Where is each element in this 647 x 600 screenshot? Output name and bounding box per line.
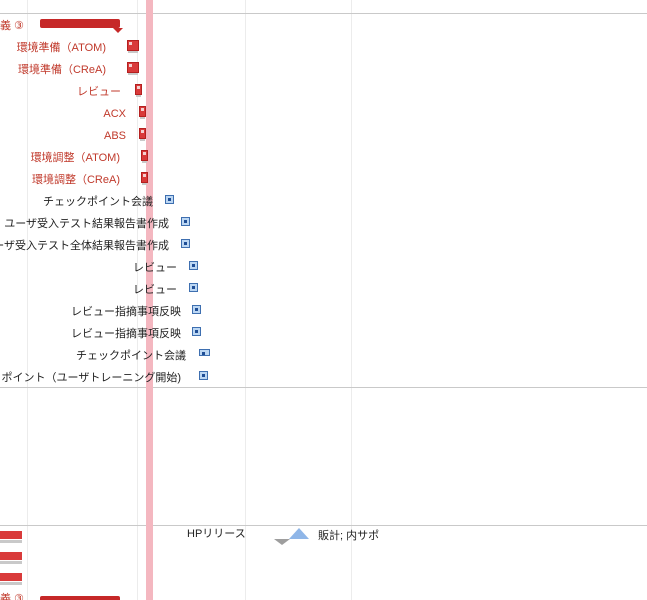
task-label: レビュー — [133, 262, 177, 274]
task-label: ABS — [103, 130, 126, 142]
section-divider — [0, 13, 647, 14]
gantt-row[interactable]: チェックポイント会議 — [0, 347, 647, 369]
gantt-row[interactable]: レビュー — [0, 281, 647, 303]
task-label: 環境調整（CReA) — [31, 174, 120, 186]
task-bar[interactable] — [189, 283, 198, 292]
gantt-row-group[interactable]: 義 ③ — [0, 590, 647, 600]
task-bar[interactable] — [181, 239, 190, 248]
task-bar[interactable] — [181, 217, 190, 226]
gantt-row[interactable]: 環境準備（CReA) — [0, 61, 647, 83]
task-bar[interactable] — [135, 84, 142, 95]
task-bar[interactable] — [141, 172, 148, 183]
summary-bar-end — [113, 28, 123, 33]
task-label: ーザ受入テスト全体結果報告書作成 — [0, 240, 169, 252]
grid-line — [137, 0, 138, 600]
task-label: 環境準備（CReA) — [17, 64, 106, 76]
gantt-row[interactable]: レビュー指摘事項反映 — [0, 325, 647, 347]
gantt-row[interactable]: レビュー指摘事項反映 — [0, 303, 647, 325]
task-bar[interactable] — [189, 261, 198, 270]
task-label: 義 ③ — [0, 593, 24, 600]
gantt-row[interactable]: 環境調整（CReA) — [0, 171, 647, 193]
task-label: ACX — [103, 108, 126, 120]
task-bar[interactable] — [0, 531, 22, 539]
task-bar[interactable] — [199, 371, 208, 380]
task-bar-shadow — [0, 582, 22, 585]
task-bar[interactable] — [199, 349, 210, 356]
gantt-row[interactable]: 環境準備（ATOM) — [0, 39, 647, 61]
task-bar[interactable] — [192, 305, 201, 314]
milestone-note: 販計; 内サポ — [318, 530, 380, 542]
task-label: レビュー指摘事項反映 — [71, 328, 181, 340]
task-label: チェックポイント会議 — [76, 350, 186, 362]
summary-bar[interactable] — [40, 19, 120, 28]
summary-bar[interactable] — [40, 596, 120, 600]
task-label: チェックポイント会議 — [43, 196, 153, 208]
task-label: 環境調整（ATOM) — [30, 152, 120, 164]
task-bar[interactable] — [127, 62, 139, 73]
task-bar[interactable] — [141, 150, 148, 161]
gantt-row[interactable]: ーザ受入テスト全体結果報告書作成 — [0, 237, 647, 259]
grid-line — [245, 0, 246, 600]
grid-line — [351, 0, 352, 600]
task-label: レビュー指摘事項反映 — [71, 306, 181, 318]
task-bar[interactable] — [139, 128, 146, 139]
gantt-row[interactable]: ポイント（ユーザトレーニング開始) — [0, 369, 647, 391]
milestone-marker-down[interactable] — [274, 539, 290, 545]
task-bar[interactable] — [0, 573, 22, 581]
gantt-row[interactable]: 環境調整（ATOM) — [0, 149, 647, 171]
task-label: レビュー — [77, 86, 121, 98]
task-label: 義 ③ — [0, 20, 24, 32]
task-bar[interactable] — [127, 40, 139, 51]
task-bar[interactable] — [0, 552, 22, 560]
task-label: ポイント（ユーザトレーニング開始) — [1, 372, 181, 384]
task-bar-shadow — [0, 540, 22, 543]
task-bar-shadow — [0, 561, 22, 564]
gantt-row[interactable]: チェックポイント会議 — [0, 193, 647, 215]
gantt-row[interactable]: ABS — [0, 127, 647, 149]
section-divider — [0, 525, 647, 526]
gantt-row-group[interactable]: 義 ③ — [0, 17, 647, 39]
section-divider — [0, 387, 647, 388]
gantt-row[interactable]: レビュー — [0, 259, 647, 281]
task-bar[interactable] — [139, 106, 146, 117]
gantt-row[interactable]: ユーザ受入テスト結果報告書作成 — [0, 215, 647, 237]
task-label: レビュー — [133, 284, 177, 296]
grid-line — [27, 0, 28, 600]
milestone-marker[interactable] — [289, 528, 309, 539]
task-bar[interactable] — [165, 195, 174, 204]
gantt-row[interactable]: レビュー — [0, 83, 647, 105]
gantt-row[interactable]: ACX — [0, 105, 647, 127]
milestone-label: HPリリース — [187, 528, 246, 540]
today-marker — [146, 0, 153, 600]
task-label: 環境準備（ATOM) — [16, 42, 106, 54]
task-label: ユーザ受入テスト結果報告書作成 — [4, 218, 169, 230]
task-bar[interactable] — [192, 327, 201, 336]
